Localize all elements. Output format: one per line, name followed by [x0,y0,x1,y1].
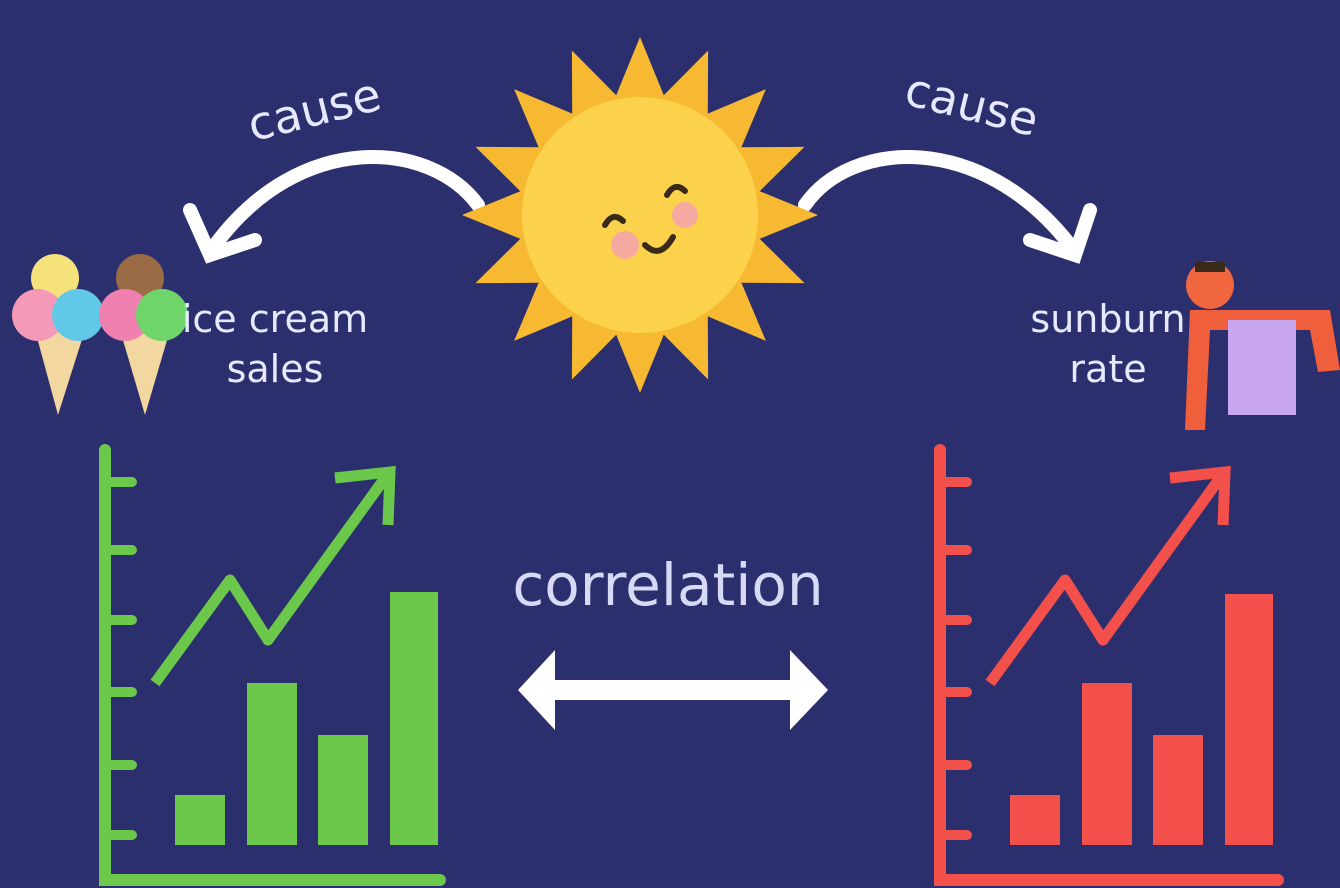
shape [52,289,104,341]
shape [390,592,438,845]
shape [545,680,800,700]
node-label: rate [1069,347,1146,391]
shape [1153,735,1203,845]
shape [1225,594,1273,845]
shape [175,795,225,845]
node-label: sunburn [1030,297,1185,341]
node-label: ice cream [182,297,368,341]
sun-body [522,97,758,333]
link-label: correlation [512,551,823,619]
sun [462,37,818,393]
node-label: sales [227,347,324,391]
shape [318,735,368,845]
shape [1082,683,1132,845]
shape [247,683,297,845]
diagram: cause cause ice cream sales sunburn rate [0,0,1340,888]
shape [136,289,188,341]
shape [1010,795,1060,845]
shape [1195,262,1225,272]
cheek [672,202,698,228]
shape [1228,320,1296,415]
cheek [611,231,639,259]
